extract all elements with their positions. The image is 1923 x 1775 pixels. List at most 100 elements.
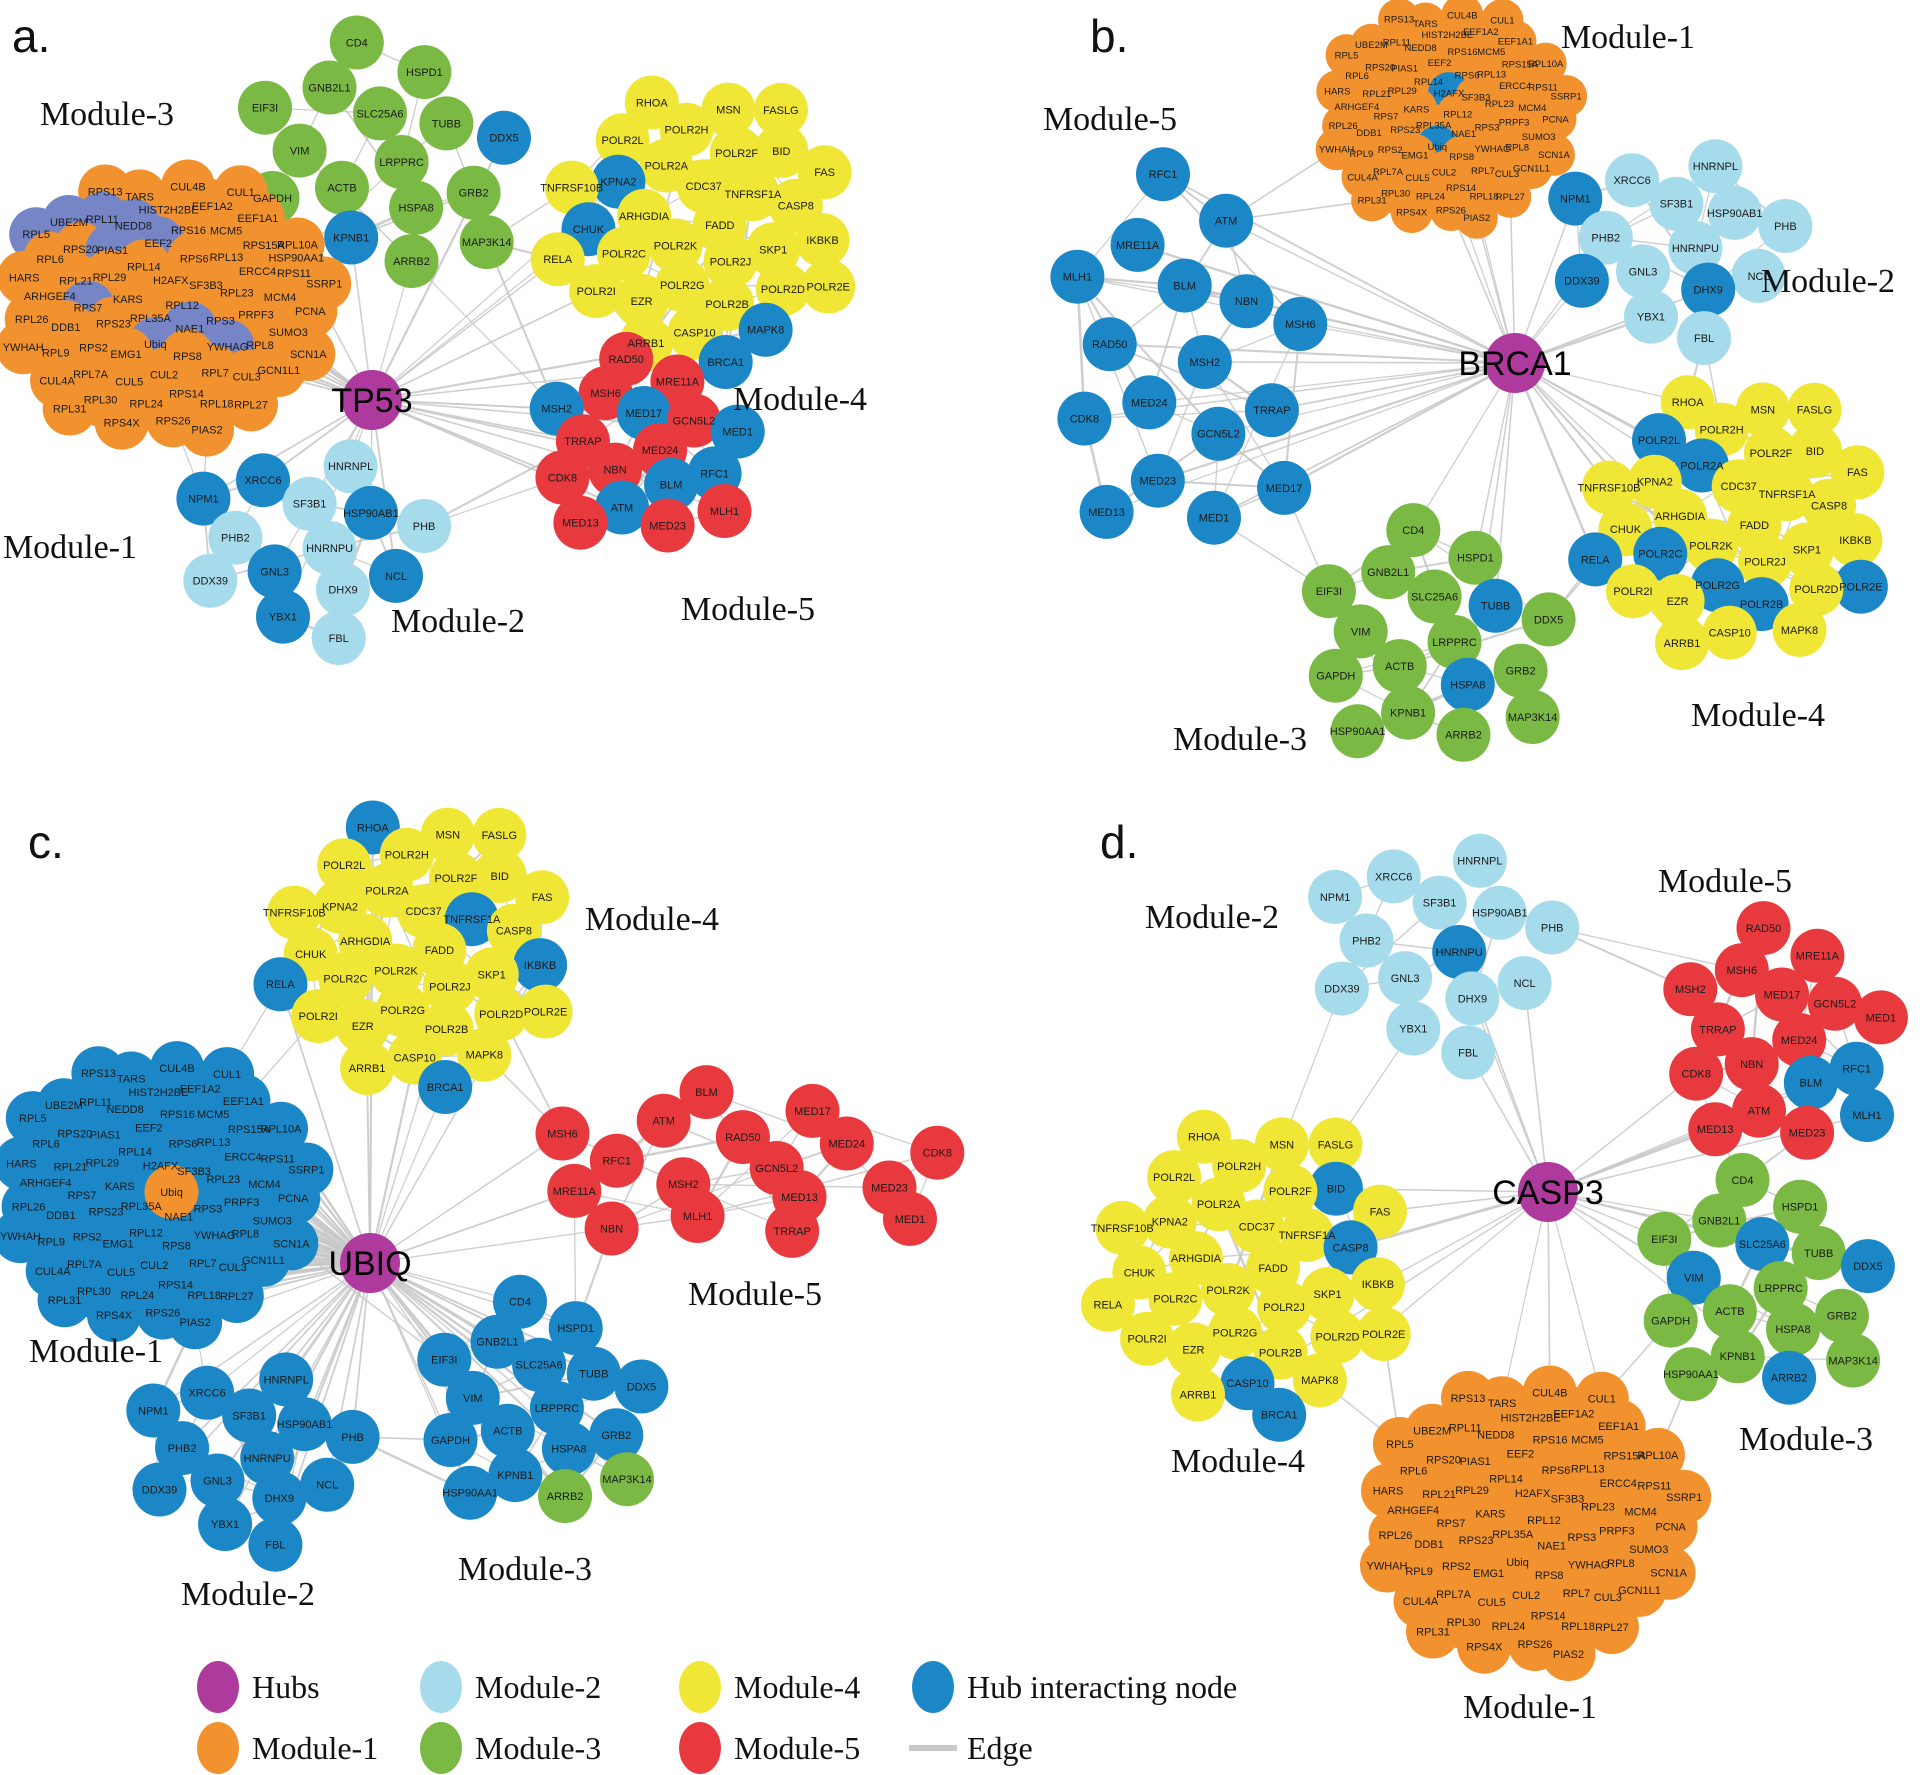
node-MED13[interactable] — [553, 495, 608, 550]
node-CD4[interactable] — [1715, 1152, 1770, 1207]
node-IKBKB[interactable] — [795, 213, 850, 268]
node-EIF3I[interactable] — [417, 1332, 472, 1387]
node-ATM[interactable] — [636, 1093, 691, 1148]
node-RELA[interactable] — [253, 957, 308, 1012]
node-DDX39[interactable] — [1314, 961, 1369, 1016]
node-PHB2[interactable] — [208, 510, 263, 565]
node-POLR2F[interactable] — [428, 851, 483, 906]
node-CDK8[interactable] — [910, 1125, 965, 1180]
node-MED17[interactable] — [1755, 967, 1809, 1022]
node-MSN[interactable] — [420, 807, 475, 862]
node-CDK8[interactable] — [535, 450, 590, 505]
node-XRCC6[interactable] — [1605, 153, 1660, 208]
node-DHX9[interactable] — [316, 562, 370, 617]
node-RAD50[interactable] — [1736, 901, 1791, 956]
node-HSPA8[interactable] — [389, 180, 444, 235]
node-ACTB[interactable] — [480, 1403, 535, 1458]
node-MSH2[interactable] — [1177, 335, 1232, 389]
node-DHX9[interactable] — [252, 1471, 307, 1525]
node-KPNB1[interactable] — [488, 1448, 543, 1503]
node-HSP90AA1[interactable] — [1664, 1347, 1718, 1402]
node-HNRNPL[interactable] — [323, 439, 378, 494]
node-ATM[interactable] — [1199, 193, 1254, 248]
node-RPL27[interactable] — [1489, 175, 1532, 218]
node-SLC25A6[interactable] — [512, 1337, 567, 1392]
node-SLC25A6[interactable] — [353, 86, 407, 141]
node-TUBB[interactable] — [566, 1346, 621, 1401]
node-POLR2I[interactable] — [291, 989, 346, 1044]
node-MSH2[interactable] — [1663, 962, 1718, 1017]
node-VIM[interactable] — [1666, 1250, 1721, 1305]
node-EZR[interactable] — [1166, 1322, 1221, 1377]
node-SLC25A6[interactable] — [1735, 1217, 1790, 1271]
node-ARRB1[interactable] — [1655, 616, 1709, 671]
node-DDX39[interactable] — [183, 553, 238, 608]
node-IKBKB[interactable] — [513, 938, 568, 993]
node-POLR2J[interactable] — [422, 959, 477, 1014]
node-MED23[interactable] — [1780, 1105, 1835, 1160]
node-POLR2E[interactable] — [1356, 1307, 1411, 1361]
node-PIAS2[interactable] — [1541, 1627, 1596, 1682]
node-KPNB1[interactable] — [1710, 1329, 1765, 1384]
node-GRB2[interactable] — [1493, 643, 1548, 698]
node-MED17[interactable] — [1257, 460, 1312, 515]
node-BLM[interactable] — [679, 1065, 734, 1120]
node-MAPK8[interactable] — [1292, 1353, 1347, 1408]
node-FBL[interactable] — [311, 611, 366, 666]
node-VIM[interactable] — [1333, 604, 1388, 659]
node-POLR2D[interactable] — [1310, 1309, 1365, 1364]
node-PHB2[interactable] — [1578, 210, 1633, 265]
node-HNRNPL[interactable] — [259, 1352, 314, 1407]
node-POLR2F[interactable] — [709, 126, 764, 181]
node-VIM[interactable] — [445, 1370, 500, 1425]
node-POLR2L[interactable] — [317, 838, 372, 893]
node-HNRNPU[interactable] — [302, 521, 357, 575]
node-LRPPRC[interactable] — [529, 1381, 584, 1435]
node-YBX1[interactable] — [198, 1497, 253, 1552]
node-TUBB[interactable] — [419, 96, 474, 151]
node-TNFRSF10B[interactable] — [267, 885, 322, 940]
node-HSPD1[interactable] — [1448, 530, 1503, 585]
node-GAPDH[interactable] — [1643, 1293, 1698, 1348]
node-MAPK8[interactable] — [1772, 602, 1827, 657]
node-POLR2K[interactable] — [1201, 1263, 1256, 1317]
node-POLR2L[interactable] — [595, 113, 650, 168]
node-TUBB[interactable] — [1468, 578, 1523, 633]
node-BRCA1[interactable] — [1252, 1387, 1307, 1442]
node-MAP3K14[interactable] — [600, 1452, 654, 1507]
node-MED1[interactable] — [883, 1191, 937, 1246]
node-MED1[interactable] — [1853, 990, 1908, 1045]
node-EZR[interactable] — [335, 999, 390, 1053]
node-POLR2I[interactable] — [1606, 564, 1660, 619]
node-HSPA8[interactable] — [1440, 657, 1495, 712]
node-GAPDH[interactable] — [423, 1413, 478, 1467]
node-XRCC6[interactable] — [180, 1365, 235, 1420]
node-HSPA8[interactable] — [541, 1421, 596, 1476]
node-PIAS2[interactable] — [1455, 196, 1498, 239]
node-BLM[interactable] — [644, 457, 699, 512]
node-DDX5[interactable] — [1521, 592, 1576, 647]
node-RPL27[interactable] — [209, 1269, 264, 1323]
node-POLR2I[interactable] — [569, 264, 624, 319]
node-HSP90AA1[interactable] — [1330, 704, 1385, 759]
node-ARRB2[interactable] — [538, 1469, 593, 1524]
node-KPNB1[interactable] — [324, 210, 379, 265]
node-FAS[interactable] — [1353, 1184, 1407, 1239]
node-NBN[interactable] — [584, 1201, 639, 1256]
node-TNFRSF10B[interactable] — [544, 160, 599, 215]
node-EIF3I[interactable] — [1637, 1211, 1692, 1266]
node-POLR2G[interactable] — [1208, 1305, 1262, 1360]
node-HSPD1[interactable] — [1773, 1179, 1828, 1234]
node-EIF3I[interactable] — [1301, 564, 1356, 619]
node-POLR2C[interactable] — [1148, 1271, 1203, 1326]
node-VIM[interactable] — [272, 123, 327, 178]
node-MED1[interactable] — [710, 404, 765, 459]
node-BID[interactable] — [472, 849, 527, 903]
node-MAP3K14[interactable] — [459, 215, 514, 270]
node-TRRAP[interactable] — [1690, 1002, 1745, 1057]
node-POLR2F[interactable] — [1263, 1164, 1318, 1219]
node-HNRNPL[interactable] — [1688, 139, 1743, 194]
node-GAPDH[interactable] — [1308, 648, 1363, 703]
node-CD4[interactable] — [329, 15, 384, 70]
node-GCN5L2[interactable] — [1191, 406, 1246, 461]
